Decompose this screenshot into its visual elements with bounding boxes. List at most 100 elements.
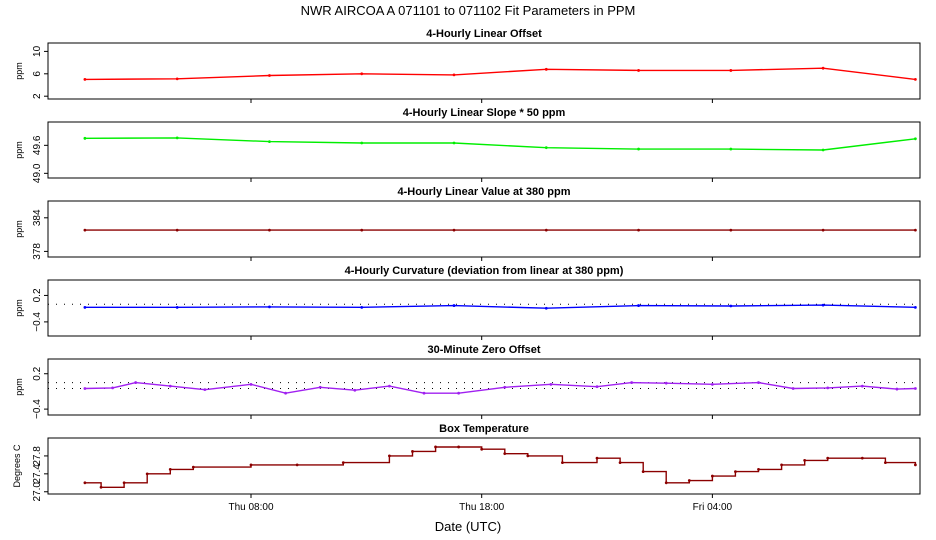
data-point	[780, 463, 783, 467]
panel-title: 30-Minute Zero Offset	[427, 344, 540, 356]
panel-title: 4-Hourly Linear Offset	[426, 28, 542, 40]
data-point	[452, 141, 456, 145]
panel-4: 4-Hourly Curvature (deviation from linea…	[14, 265, 921, 340]
data-point	[360, 141, 364, 145]
data-point	[388, 384, 391, 388]
data-point	[637, 304, 640, 307]
data-point	[175, 228, 179, 232]
data-point	[318, 385, 322, 389]
data-point	[175, 77, 179, 81]
y-tick-label: 0.2	[32, 366, 43, 380]
data-point	[821, 66, 825, 70]
data-point	[687, 479, 691, 482]
panel-title: Box Temperature	[439, 423, 529, 435]
data-point	[203, 388, 207, 392]
data-point	[434, 445, 437, 449]
data-point	[360, 72, 364, 76]
data-point	[99, 485, 103, 489]
data-point	[821, 303, 825, 307]
y-axis-label: ppm	[14, 220, 24, 238]
data-point	[710, 382, 714, 386]
y-axis-label: ppm	[14, 141, 24, 159]
data-point	[637, 228, 640, 232]
data-point	[729, 147, 733, 151]
data-point	[641, 470, 645, 473]
data-point	[268, 228, 271, 232]
y-tick-label: 384	[32, 209, 43, 226]
series-line	[84, 304, 916, 309]
data-point	[729, 304, 733, 308]
panel-3: 4-Hourly Linear Value at 380 ppm ppm 378 38…	[14, 186, 921, 261]
data-point	[913, 387, 917, 390]
y-tick-label: 0.2	[32, 288, 43, 302]
data-point	[249, 463, 253, 467]
data-point	[175, 305, 179, 309]
x-tick-label: Thu 18:00	[459, 502, 504, 513]
data-point	[826, 386, 830, 390]
data-point	[729, 69, 733, 72]
data-point	[422, 391, 426, 395]
data-point	[83, 136, 87, 140]
data-point	[860, 384, 864, 388]
plot-frame	[47, 279, 921, 337]
data-point	[360, 228, 364, 232]
data-point	[791, 387, 795, 390]
data-point	[83, 78, 87, 81]
data-point	[913, 228, 917, 232]
data-point	[637, 69, 640, 72]
data-point	[168, 384, 172, 388]
data-point	[268, 140, 271, 144]
data-point	[457, 391, 461, 395]
data-point	[295, 463, 299, 467]
y-axis-label: ppm	[14, 299, 24, 317]
data-point	[526, 454, 530, 458]
panel-2: 4-Hourly Linear Slope * 50 ppm ppm 49.0 49.…	[14, 107, 921, 183]
panel-title: 4-Hourly Linear Slope * 50 ppm	[403, 107, 566, 119]
data-point	[821, 148, 825, 152]
data-point	[664, 381, 668, 385]
panel-6: Box Temperature Degrees C 27.027.427.8	[12, 423, 921, 502]
data-point	[729, 228, 733, 232]
data-point	[544, 146, 548, 150]
data-point	[618, 461, 622, 465]
data-point	[191, 465, 195, 469]
data-point	[284, 391, 288, 395]
data-point	[503, 452, 507, 456]
data-point	[83, 481, 87, 485]
data-point	[353, 388, 357, 392]
y-tick-label: 6	[32, 71, 43, 77]
data-point	[122, 481, 126, 485]
data-point	[913, 78, 917, 81]
data-point	[544, 67, 548, 71]
plot-frame	[47, 358, 921, 416]
data-point	[757, 467, 760, 471]
data-point	[630, 381, 634, 384]
data-point	[388, 454, 391, 458]
data-point	[734, 470, 737, 473]
data-point	[249, 382, 253, 386]
data-point	[480, 447, 484, 451]
plot-frame	[47, 121, 921, 179]
data-point	[83, 305, 87, 309]
data-point	[913, 137, 917, 141]
y-axis-label: ppm	[14, 378, 24, 396]
y-tick-label: 27.8	[32, 446, 43, 466]
panel-title: 4-Hourly Curvature (deviation from linea…	[345, 265, 624, 277]
data-point	[664, 481, 668, 485]
figure-title: NWR AIRCOA A 071101 to 071102 Fit Parame…	[301, 3, 636, 18]
plot-frame	[47, 200, 921, 258]
data-point	[503, 385, 507, 389]
y-tick-label: 27.0	[32, 482, 43, 502]
data-point	[549, 382, 553, 386]
data-point	[821, 228, 825, 232]
panel-1: 4-Hourly Linear Offset ppm 2 6 10	[14, 28, 921, 103]
data-point	[168, 467, 172, 471]
plot-frame	[47, 42, 921, 100]
data-point	[895, 387, 899, 391]
y-tick-label: 2	[32, 93, 43, 99]
data-point	[637, 147, 640, 151]
series-line	[84, 446, 917, 488]
x-tick-label: Fri 04:00	[693, 502, 733, 513]
series-line	[84, 137, 916, 151]
data-point	[175, 136, 179, 140]
